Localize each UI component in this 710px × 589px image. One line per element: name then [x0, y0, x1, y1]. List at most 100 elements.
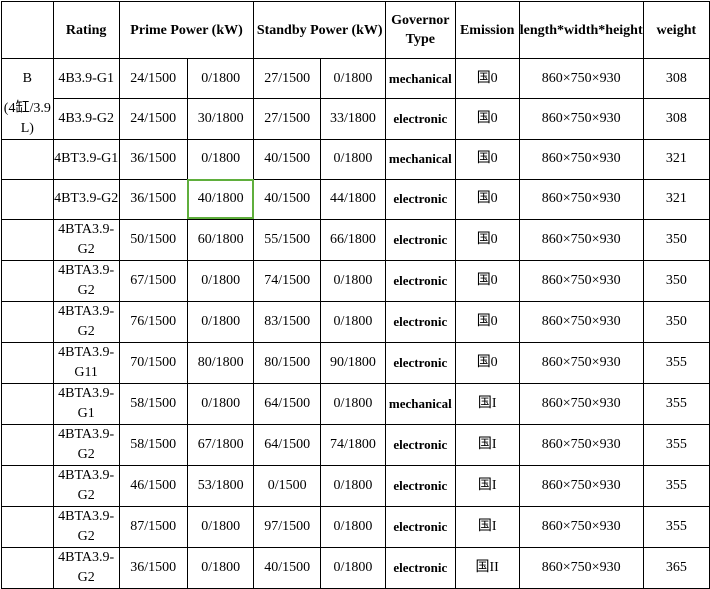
- series-cell[interactable]: [1, 505, 54, 548]
- governor-type-cell[interactable]: electronic: [384, 98, 456, 140]
- prime-power-1800-cell[interactable]: 80/1800: [186, 341, 255, 384]
- prime-power-1500-cell[interactable]: 24/1500: [118, 58, 188, 99]
- governor-type-cell[interactable]: electronic: [384, 178, 456, 220]
- prime-power-1800-cell[interactable]: 0/1800: [186, 300, 255, 343]
- emission-cell[interactable]: 国0: [454, 98, 520, 140]
- dimensions-cell[interactable]: 860×750×930: [518, 423, 644, 466]
- emission-cell[interactable]: 国I: [454, 382, 520, 425]
- weight-cell[interactable]: 355: [642, 505, 710, 548]
- weight-cell[interactable]: 355: [642, 341, 710, 384]
- standby-power-1500-cell[interactable]: 74/1500: [253, 259, 322, 302]
- standby-power-1500-cell[interactable]: 64/1500: [253, 423, 322, 466]
- standby-power-1500-cell[interactable]: 80/1500: [253, 341, 322, 384]
- standby-power-1800-cell[interactable]: 33/1800: [320, 98, 386, 140]
- weight-cell[interactable]: 350: [642, 259, 710, 302]
- prime-power-1800-cell[interactable]: 67/1800: [186, 423, 255, 466]
- governor-type-cell[interactable]: electronic: [384, 464, 456, 507]
- standby-power-1800-cell[interactable]: 0/1800: [320, 58, 386, 99]
- emission-cell[interactable]: 国0: [454, 178, 520, 220]
- model-cell[interactable]: 4BT3.9-G1: [52, 138, 120, 180]
- standby-power-1800-cell[interactable]: 0/1800: [320, 382, 386, 425]
- standby-power-1800-cell[interactable]: 0/1800: [320, 138, 386, 180]
- series-cell[interactable]: [1, 259, 54, 302]
- prime-power-1500-cell[interactable]: 70/1500: [118, 341, 188, 384]
- weight-cell[interactable]: 321: [642, 138, 710, 180]
- emission-cell[interactable]: 国0: [454, 259, 520, 302]
- prime-power-1500-cell[interactable]: 46/1500: [118, 464, 188, 507]
- dimensions-cell[interactable]: 860×750×930: [518, 382, 644, 425]
- emission-cell[interactable]: 国I: [454, 505, 520, 548]
- prime-power-1500-cell[interactable]: 36/1500: [118, 178, 188, 220]
- standby-power-1500-cell[interactable]: 40/1500: [253, 178, 322, 220]
- weight-cell[interactable]: 308: [642, 98, 710, 140]
- standby-power-1800-cell[interactable]: 90/1800: [320, 341, 386, 384]
- prime-power-1800-cell[interactable]: 0/1800: [186, 58, 255, 99]
- dimensions-cell[interactable]: 860×750×930: [518, 546, 644, 589]
- dimensions-cell[interactable]: 860×750×930: [518, 98, 644, 140]
- model-cell[interactable]: 4BTA3.9-G2: [52, 259, 120, 302]
- standby-power-1800-cell[interactable]: 0/1800: [320, 505, 386, 548]
- prime-power-1800-cell[interactable]: 0/1800: [186, 382, 255, 425]
- governor-type-cell[interactable]: mechanical: [384, 382, 456, 425]
- weight-cell[interactable]: 355: [642, 382, 710, 425]
- standby-power-1800-cell[interactable]: 44/1800: [320, 178, 386, 220]
- prime-power-1800-cell[interactable]: 53/1800: [186, 464, 255, 507]
- dimensions-cell[interactable]: 860×750×930: [518, 138, 644, 180]
- standby-power-1800-cell[interactable]: 0/1800: [320, 259, 386, 302]
- series-cell[interactable]: [1, 382, 54, 425]
- weight-cell[interactable]: 355: [642, 423, 710, 466]
- standby-power-1500-cell[interactable]: 40/1500: [253, 138, 322, 180]
- standby-power-1500-cell[interactable]: 0/1500: [253, 464, 322, 507]
- model-cell[interactable]: 4BTA3.9-G2: [52, 505, 120, 548]
- prime-power-1500-cell[interactable]: 24/1500: [118, 98, 188, 140]
- model-cell[interactable]: 4BT3.9-G2: [52, 178, 120, 220]
- series-cell[interactable]: [1, 300, 54, 343]
- standby-power-1500-cell[interactable]: 97/1500: [253, 505, 322, 548]
- prime-power-1500-cell[interactable]: 58/1500: [118, 423, 188, 466]
- weight-cell[interactable]: 350: [642, 218, 710, 261]
- standby-power-1500-cell[interactable]: 40/1500: [253, 546, 322, 589]
- prime-power-1500-cell[interactable]: 87/1500: [118, 505, 188, 548]
- emission-cell[interactable]: 国0: [454, 218, 520, 261]
- series-cell[interactable]: [1, 178, 54, 220]
- dimensions-cell[interactable]: 860×750×930: [518, 300, 644, 343]
- series-cell[interactable]: [1, 546, 54, 589]
- emission-cell[interactable]: 国0: [454, 58, 520, 99]
- prime-power-1500-cell[interactable]: 36/1500: [118, 546, 188, 589]
- dimensions-cell[interactable]: 860×750×930: [518, 505, 644, 548]
- standby-power-1500-cell[interactable]: 27/1500: [253, 98, 322, 140]
- weight-cell[interactable]: 321: [642, 178, 710, 220]
- governor-type-cell[interactable]: electronic: [384, 341, 456, 384]
- model-cell[interactable]: 4BTA3.9-G2: [52, 423, 120, 466]
- governor-type-cell[interactable]: electronic: [384, 259, 456, 302]
- governor-type-cell[interactable]: electronic: [384, 505, 456, 548]
- weight-cell[interactable]: 308: [642, 58, 710, 99]
- standby-power-1800-cell[interactable]: 0/1800: [320, 546, 386, 589]
- weight-cell[interactable]: 365: [642, 546, 710, 589]
- dimensions-cell[interactable]: 860×750×930: [518, 259, 644, 302]
- series-description[interactable]: (4缸/3.9L): [1, 98, 54, 139]
- model-cell[interactable]: 4BTA3.9-G11: [52, 341, 120, 384]
- prime-power-1800-cell[interactable]: 40/1800: [186, 178, 255, 220]
- model-cell[interactable]: 4B3.9-G2: [52, 98, 120, 140]
- series-cell[interactable]: [1, 341, 54, 384]
- model-cell[interactable]: 4BTA3.9-G2: [52, 546, 120, 589]
- series-cell[interactable]: [1, 423, 54, 466]
- prime-power-1500-cell[interactable]: 67/1500: [118, 259, 188, 302]
- standby-power-1800-cell[interactable]: 0/1800: [320, 464, 386, 507]
- prime-power-1800-cell[interactable]: 30/1800: [186, 98, 255, 140]
- governor-type-cell[interactable]: electronic: [384, 218, 456, 261]
- governor-type-cell[interactable]: mechanical: [384, 58, 456, 99]
- model-cell[interactable]: 4BTA3.9-G2: [52, 218, 120, 261]
- emission-cell[interactable]: 国0: [454, 138, 520, 180]
- dimensions-cell[interactable]: 860×750×930: [518, 464, 644, 507]
- emission-cell[interactable]: 国I: [454, 464, 520, 507]
- prime-power-1500-cell[interactable]: 58/1500: [118, 382, 188, 425]
- weight-cell[interactable]: 355: [642, 464, 710, 507]
- governor-type-cell[interactable]: mechanical: [384, 138, 456, 180]
- model-cell[interactable]: 4BTA3.9-G1: [52, 382, 120, 425]
- standby-power-1500-cell[interactable]: 64/1500: [253, 382, 322, 425]
- emission-cell[interactable]: 国0: [454, 300, 520, 343]
- prime-power-1500-cell[interactable]: 50/1500: [118, 218, 188, 261]
- model-cell[interactable]: 4BTA3.9-G2: [52, 464, 120, 507]
